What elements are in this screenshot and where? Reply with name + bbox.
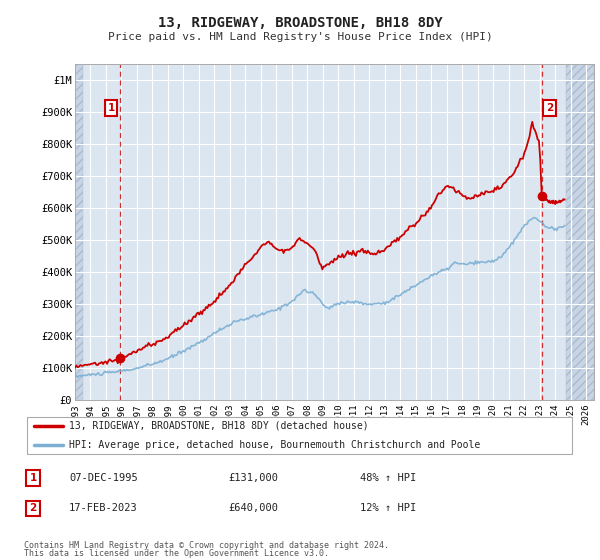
Text: 2: 2 [29,503,37,514]
Text: 1: 1 [107,103,115,113]
Text: Price paid vs. HM Land Registry's House Price Index (HPI): Price paid vs. HM Land Registry's House … [107,32,493,43]
Text: This data is licensed under the Open Government Licence v3.0.: This data is licensed under the Open Gov… [24,549,329,558]
Text: 17-FEB-2023: 17-FEB-2023 [69,503,138,514]
Text: 13, RIDGEWAY, BROADSTONE, BH18 8DY: 13, RIDGEWAY, BROADSTONE, BH18 8DY [158,16,442,30]
FancyBboxPatch shape [27,417,572,454]
Text: 07-DEC-1995: 07-DEC-1995 [69,473,138,483]
Text: £640,000: £640,000 [228,503,278,514]
Text: 48% ↑ HPI: 48% ↑ HPI [360,473,416,483]
Text: 12% ↑ HPI: 12% ↑ HPI [360,503,416,514]
Text: 13, RIDGEWAY, BROADSTONE, BH18 8DY (detached house): 13, RIDGEWAY, BROADSTONE, BH18 8DY (deta… [69,421,369,431]
Text: 1: 1 [29,473,37,483]
Text: 2: 2 [546,103,553,113]
Text: Contains HM Land Registry data © Crown copyright and database right 2024.: Contains HM Land Registry data © Crown c… [24,541,389,550]
Text: HPI: Average price, detached house, Bournemouth Christchurch and Poole: HPI: Average price, detached house, Bour… [69,440,481,450]
Text: £131,000: £131,000 [228,473,278,483]
